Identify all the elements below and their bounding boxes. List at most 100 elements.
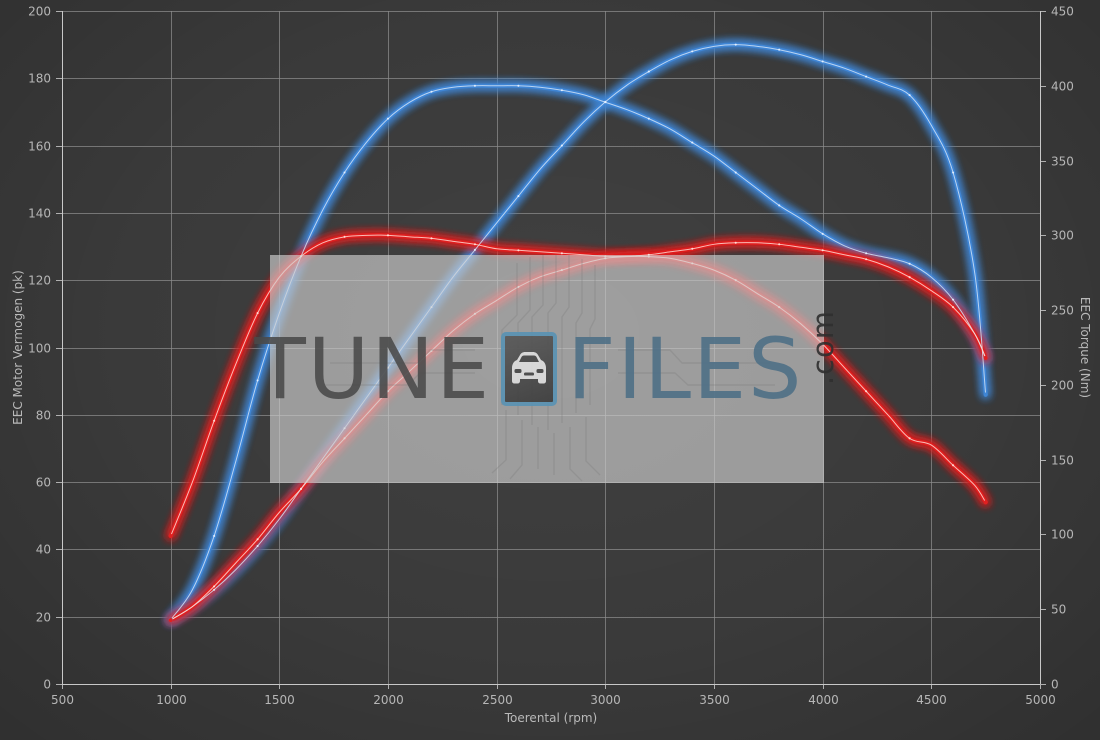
series-point: [734, 43, 737, 46]
series-point: [908, 94, 911, 97]
series-point: [691, 247, 694, 250]
axes-layer: [56, 11, 1046, 689]
series-point: [560, 252, 563, 255]
x-tick-label: 3500: [699, 693, 730, 707]
series-point: [778, 306, 781, 309]
series-point: [213, 585, 216, 588]
series-point: [952, 298, 955, 301]
series-point: [734, 241, 737, 244]
series-point: [343, 171, 346, 174]
x-tick-label: 3000: [590, 693, 621, 707]
series-body-3: [168, 254, 988, 623]
series-point: [778, 204, 781, 207]
series-point: [300, 255, 303, 258]
series-point: [256, 544, 259, 548]
series-point: [517, 84, 520, 87]
series-point: [386, 366, 390, 369]
series-core-2: [170, 234, 987, 537]
series-point: [430, 90, 433, 93]
series-end-marker: [983, 500, 988, 505]
series-point: [473, 248, 476, 251]
x-axis-title: Toerental (rpm): [504, 711, 597, 725]
x-tick-label: 1000: [156, 693, 187, 707]
series-point: [952, 171, 955, 174]
y-tick-label: 120: [28, 274, 51, 288]
series-body-0: [168, 83, 988, 622]
series-point: [386, 390, 390, 393]
series-point: [430, 306, 433, 309]
series-point: [908, 276, 911, 279]
series-point: [473, 243, 476, 246]
series-start-marker: [168, 533, 173, 539]
series-end-marker: [983, 392, 988, 397]
series-point: [560, 269, 563, 272]
series-glow-1: [166, 40, 990, 624]
series-point: [560, 89, 563, 92]
x-tick-label: 2500: [482, 693, 513, 707]
series-point: [821, 249, 824, 252]
series-glow-3: [166, 252, 990, 624]
series-point: [821, 232, 824, 235]
series-core-0: [170, 85, 987, 621]
series-point: [908, 262, 911, 265]
series-point: [343, 427, 346, 430]
y-tick-label: 180: [28, 72, 51, 86]
y-tick-label: 40: [36, 543, 51, 557]
series-point: [604, 255, 607, 258]
y2-tick-label: 200: [1051, 379, 1074, 393]
series-point: [604, 257, 607, 260]
series-core-3: [170, 255, 987, 621]
y2-tick-label: 150: [1051, 454, 1074, 468]
y2-tick-label: 100: [1051, 528, 1074, 542]
series-point: [517, 249, 520, 252]
series-point: [647, 253, 650, 256]
x-tick-label: 1500: [264, 693, 295, 707]
series-point: [604, 100, 607, 103]
y-tick-label: 20: [36, 611, 51, 625]
series-point: [778, 48, 781, 51]
x-tick-label: 500: [51, 693, 74, 707]
y2-tick-label: 250: [1051, 304, 1074, 318]
series-point: [256, 379, 259, 382]
x-tick-label: 4500: [916, 693, 947, 707]
series-point: [213, 588, 216, 591]
axis-labels-layer: 500 1000 1500 2000 2500 3000 3500 4000 4500 50000…: [11, 5, 1092, 726]
y2-tick-label: 50: [1051, 603, 1066, 617]
series-point: [343, 437, 346, 440]
series-point: [560, 144, 563, 147]
series-point: [517, 195, 520, 198]
series-point: [647, 255, 650, 258]
series-point: [908, 437, 911, 440]
y-tick-label: 80: [36, 409, 51, 423]
series-point: [691, 141, 694, 144]
series-point: [473, 312, 476, 315]
y2-tick-label: 0: [1051, 678, 1059, 692]
y2-axis-title: EEC Torque (Nm): [1078, 297, 1092, 398]
y-tick-label: 100: [28, 342, 51, 356]
series-point: [343, 235, 346, 238]
y-tick-label: 0: [43, 678, 51, 692]
y-tick-label: 200: [28, 5, 51, 19]
series-point: [517, 285, 520, 288]
series-point: [430, 349, 433, 352]
series-point: [952, 306, 955, 309]
series-point: [386, 117, 390, 120]
y2-tick-label: 350: [1051, 155, 1074, 169]
series-point: [778, 243, 781, 246]
y2-tick-label: 450: [1051, 5, 1074, 19]
series-point: [691, 50, 694, 53]
x-tick-label: 5000: [1025, 693, 1056, 707]
y-axis-title: EEC Motor Vermogen (pk): [11, 270, 25, 425]
series-start-marker: [168, 617, 173, 623]
series-point: [821, 60, 824, 63]
series-glow-layer: [166, 40, 990, 624]
series-point: [430, 237, 433, 240]
series-point: [865, 75, 868, 78]
series-point: [256, 538, 259, 541]
y-tick-label: 140: [28, 207, 51, 221]
series-point: [300, 487, 303, 490]
y2-tick-label: 300: [1051, 229, 1074, 243]
series-point: [386, 234, 390, 237]
